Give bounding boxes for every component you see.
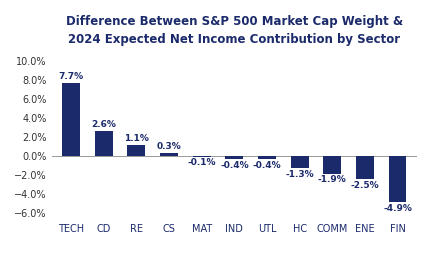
- Text: -0.4%: -0.4%: [253, 161, 281, 170]
- Bar: [225, 156, 243, 159]
- Text: -4.9%: -4.9%: [383, 204, 412, 213]
- Bar: [127, 145, 145, 156]
- Text: -2.5%: -2.5%: [350, 181, 379, 190]
- Bar: [258, 156, 276, 159]
- Text: -0.4%: -0.4%: [220, 161, 249, 170]
- Bar: [193, 156, 211, 157]
- Bar: [389, 156, 406, 202]
- Text: 1.1%: 1.1%: [124, 134, 149, 143]
- Text: -1.3%: -1.3%: [286, 170, 314, 179]
- Text: 2.6%: 2.6%: [92, 120, 116, 129]
- Title: Difference Between S&P 500 Market Cap Weight &
2024 Expected Net Income Contribu: Difference Between S&P 500 Market Cap We…: [66, 15, 403, 46]
- Bar: [291, 156, 309, 168]
- Bar: [323, 156, 341, 174]
- Text: -0.1%: -0.1%: [187, 158, 216, 167]
- Bar: [95, 131, 113, 156]
- Bar: [160, 153, 178, 156]
- Text: 7.7%: 7.7%: [58, 72, 84, 81]
- Bar: [356, 156, 374, 179]
- Text: -1.9%: -1.9%: [318, 175, 347, 184]
- Bar: [62, 82, 80, 156]
- Text: 0.3%: 0.3%: [157, 142, 181, 151]
